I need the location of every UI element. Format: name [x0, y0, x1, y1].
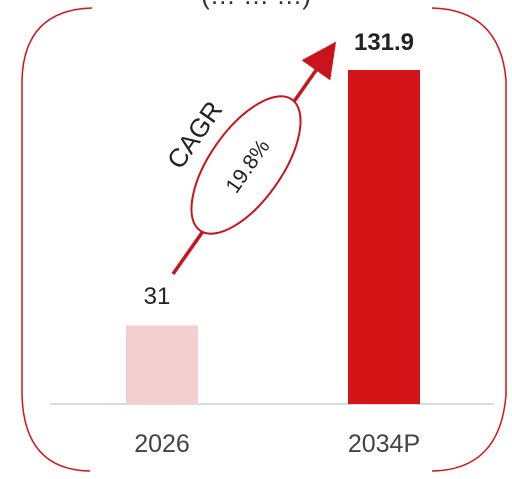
chart-title: (… … …): [201, 0, 311, 10]
tick-label-2034p: 2034P: [348, 430, 420, 458]
bar-2026: [126, 325, 198, 404]
tick-labels-group: 2026 2034P: [134, 430, 420, 458]
bars-group: [126, 70, 420, 404]
frame-left-edge: [21, 7, 93, 472]
value-label-2026: 31: [144, 283, 171, 310]
value-labels-group: 31 131.9: [144, 29, 414, 310]
value-label-2034p: 131.9: [354, 29, 414, 56]
tick-label-2026: 2026: [134, 430, 190, 458]
bar-2034p: [348, 70, 420, 404]
frame-right-edge: [431, 7, 507, 472]
cagr-ellipse: [190, 95, 302, 235]
